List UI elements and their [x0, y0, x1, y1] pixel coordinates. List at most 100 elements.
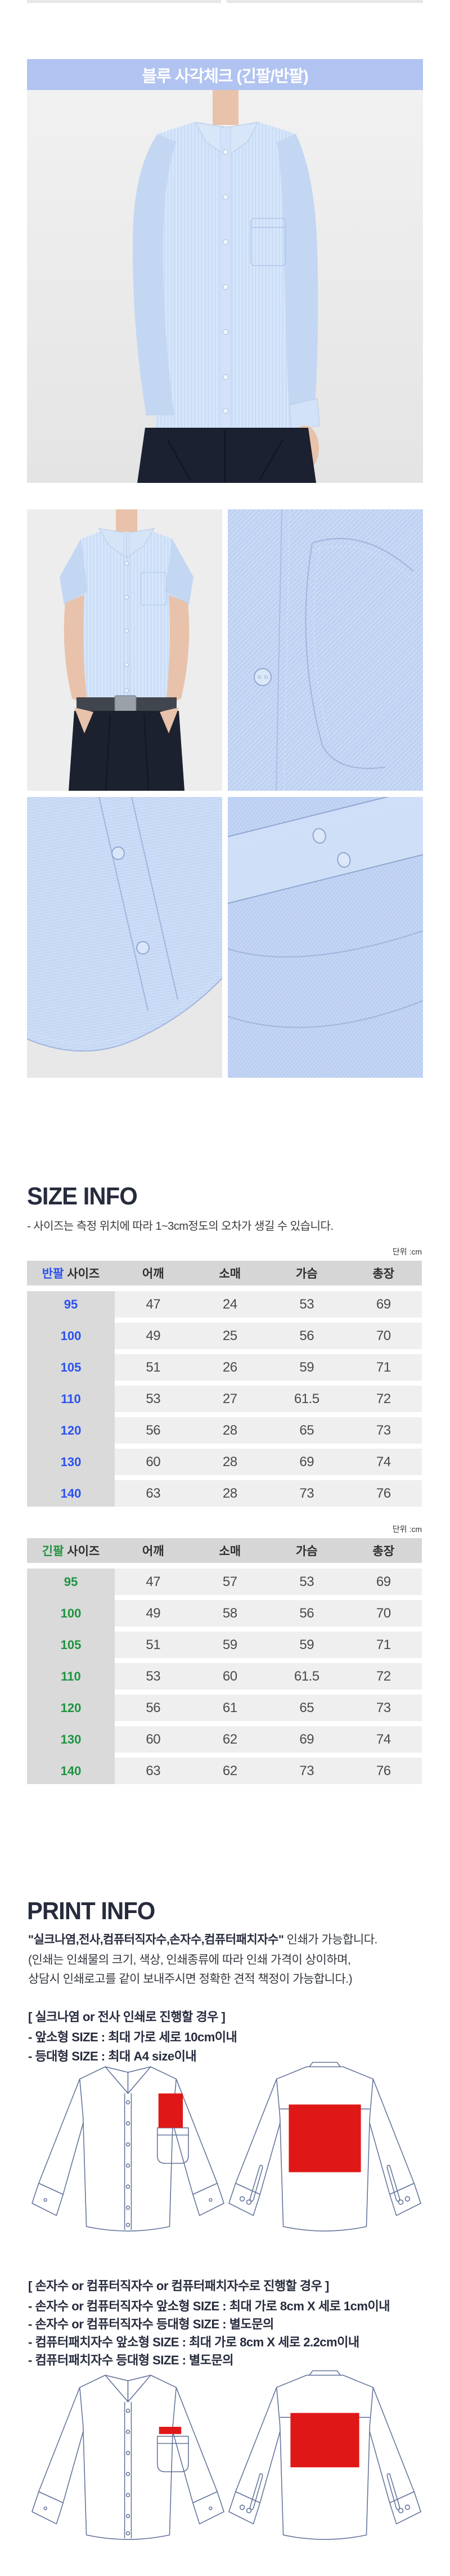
- size-table-column: 가슴: [295, 1267, 318, 1280]
- measurement-cell: 60: [146, 1454, 161, 1470]
- measurement-cell: 49: [146, 1606, 161, 1621]
- measurement-cell: 61.5: [294, 1391, 320, 1406]
- print-rule: - 앞소형 SIZE : 최대 가로 세로 10cm이내: [28, 2030, 237, 2044]
- size-table-column: 어깨: [142, 1267, 164, 1280]
- diagram-shirt-back-embroidery-area: [228, 2370, 421, 2540]
- size-cell: 95: [64, 1575, 78, 1589]
- front-embroidery-area-red: [159, 2426, 182, 2434]
- back-embroidery-area-red: [290, 2413, 359, 2467]
- measurement-cell: 69: [299, 1732, 314, 1747]
- measurement-cell: 49: [146, 1328, 161, 1343]
- unit-label: 단위 :cm: [392, 1525, 422, 1534]
- size-table-body: 95 47 57 53 69 100 49 58 56 70 105 51 59 59 71 110 53 60 6…: [27, 1569, 422, 1784]
- size-values: 63 62 73 76: [115, 1758, 422, 1784]
- size-values: 56 28 65 73: [115, 1417, 422, 1444]
- size-cell: 110: [61, 1669, 81, 1683]
- size-values: 47 57 53 69: [115, 1569, 422, 1595]
- size-table-column: 어깨: [142, 1545, 164, 1558]
- measurement-cell: 76: [376, 1486, 391, 1501]
- measurement-cell: 73: [299, 1763, 314, 1778]
- size-cell: 130: [60, 1455, 82, 1469]
- measurement-cell: 56: [146, 1700, 161, 1715]
- size-table-column: 소매: [219, 1267, 241, 1280]
- size-table-row: 105 51 59 59 71: [27, 1632, 422, 1658]
- measurement-cell: 73: [376, 1700, 391, 1715]
- print-intro-line2: (인쇄는 인쇄물의 크기, 색상, 인쇄종류에 따라 인쇄 가격이 상이하며,: [28, 1954, 351, 1966]
- measurement-cell: 51: [146, 1360, 161, 1375]
- size-cell: 100: [60, 1606, 82, 1620]
- size-table-body: 95 47 24 53 69 100 49 25 56 70 105 51 26 59 71 110 53 27 6…: [27, 1291, 422, 1507]
- print-rule: - 컴퓨터패치자수 앞소형 SIZE : 최대 가로 8cm X 세로 2.2c…: [28, 2335, 359, 2349]
- size-values: 49 58 56 70: [115, 1600, 422, 1627]
- print-section2-heading: [ 손자수 or 컴퓨터직자수 or 컴퓨터패치자수로 진행할 경우 ]: [28, 2279, 329, 2293]
- size-cell: 105: [60, 1638, 82, 1652]
- photo-short-sleeve-model: [27, 509, 222, 791]
- size-table-title: 반팔 사이즈: [27, 1265, 115, 1282]
- size-cell: 140: [60, 1764, 82, 1778]
- size-cell: 130: [60, 1732, 82, 1746]
- measurement-cell: 58: [222, 1606, 237, 1621]
- size-cell: 95: [64, 1297, 78, 1311]
- measurement-cell: 73: [299, 1486, 314, 1501]
- measurement-cell: 74: [376, 1454, 391, 1470]
- diagram-shirt-back-print-area: [228, 2062, 421, 2232]
- size-values: 53 60 61.5 72: [115, 1663, 422, 1690]
- print-section1-heading: [ 실크나염 or 전사 인쇄로 진행할 경우 ]: [28, 2010, 226, 2024]
- cropped-image-edge-right: [227, 0, 423, 3]
- measurement-cell: 57: [222, 1574, 237, 1589]
- measurement-cell: 24: [222, 1297, 237, 1312]
- measurement-cell: 72: [376, 1669, 391, 1684]
- size-values: 60 28 69 74: [115, 1449, 422, 1475]
- front-print-area-red: [158, 2093, 183, 2128]
- size-cell: 120: [60, 1701, 82, 1715]
- size-table-row: 95 47 57 53 69: [27, 1569, 422, 1595]
- print-rule: - 손자수 or 컴퓨터직자수 앞소형 SIZE : 최대 가로 8cm X 세…: [28, 2299, 390, 2313]
- size-table-row: 105 51 26 59 71: [27, 1354, 422, 1381]
- unit-label: 단위 :cm: [392, 1247, 422, 1256]
- measurement-cell: 28: [222, 1486, 237, 1501]
- size-table-row: 110 53 27 61.5 72: [27, 1386, 422, 1412]
- measurement-cell: 28: [222, 1454, 237, 1470]
- size-values: 63 28 73 76: [115, 1480, 422, 1507]
- size-table-row: 120 56 61 65 73: [27, 1695, 422, 1721]
- measurement-cell: 56: [146, 1423, 161, 1438]
- measurement-cell: 69: [299, 1454, 314, 1470]
- measurement-cell: 62: [222, 1763, 237, 1778]
- size-table-type-label: 긴팔: [42, 1545, 64, 1558]
- print-intro-strong: "실크나염,전사,컴퓨터직자수,손자수,컴퓨터패치자수": [28, 1933, 284, 1946]
- print-intro-line1: "실크나염,전사,컴퓨터직자수,손자수,컴퓨터패치자수" 인쇄가 가능합니다.: [28, 1930, 377, 1947]
- size-cell: 120: [60, 1423, 82, 1437]
- size-table-row: 140 63 28 73 76: [27, 1480, 422, 1507]
- size-table-header: 반팔 사이즈 어깨 소매 가슴 총장: [27, 1261, 422, 1285]
- measurement-cell: 53: [299, 1297, 314, 1312]
- size-values: 51 26 59 71: [115, 1354, 422, 1381]
- measurement-cell: 71: [376, 1360, 391, 1375]
- measurement-cell: 63: [146, 1763, 161, 1778]
- size-values: 53 27 61.5 72: [115, 1386, 422, 1412]
- photo-placket-pocket-closeup: [228, 509, 423, 791]
- print-rule: - 등대형 SIZE : 최대 A4 size이내: [28, 2049, 197, 2063]
- size-table-row: 130 60 62 69 74: [27, 1726, 422, 1753]
- measurement-cell: 65: [299, 1700, 314, 1715]
- measurement-cell: 59: [222, 1637, 237, 1652]
- measurement-cell: 71: [376, 1637, 391, 1652]
- diagram-shirt-front-print-area: [32, 2066, 224, 2232]
- size-table-row: 140 63 62 73 76: [27, 1758, 422, 1784]
- size-info-note: - 사이즈는 측정 위치에 따라 1~3cm정도의 오차가 생길 수 있습니다.: [27, 1220, 334, 1233]
- size-values: 60 62 69 74: [115, 1726, 422, 1753]
- size-info-heading: SIZE INFO: [27, 1182, 138, 1210]
- measurement-cell: 56: [299, 1328, 314, 1343]
- measurement-cell: 76: [376, 1763, 391, 1778]
- measurement-cell: 59: [299, 1637, 314, 1652]
- cropped-image-edge-left: [27, 0, 221, 3]
- size-table-type-suffix: 사이즈: [67, 1545, 100, 1558]
- diagram-shirt-front-embroidery-area: [32, 2375, 224, 2540]
- measurement-cell: 62: [222, 1732, 237, 1747]
- measurement-cell: 59: [299, 1360, 314, 1375]
- size-table-row: 100 49 25 56 70: [27, 1323, 422, 1349]
- product-title: 블루 사각체크 (긴팔/반팔): [142, 67, 308, 86]
- size-table-row: 100 49 58 56 70: [27, 1600, 422, 1627]
- size-table-column: 총장: [372, 1267, 395, 1280]
- back-print-area-red: [289, 2104, 361, 2172]
- measurement-cell: 61.5: [294, 1669, 320, 1684]
